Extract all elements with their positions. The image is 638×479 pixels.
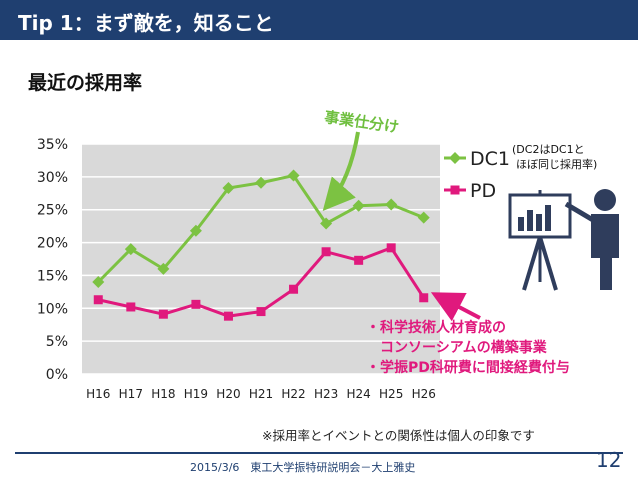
data-point-dc1 xyxy=(189,224,202,237)
header-bar: Tip 1：まず敵を，知ること xyxy=(0,0,638,40)
data-point-dc1 xyxy=(157,262,170,275)
data-point-pd xyxy=(191,299,201,309)
legend-note-line-1: (DC2はDC1と xyxy=(512,143,585,156)
x-tick-label: H19 xyxy=(184,387,208,401)
data-point-pd xyxy=(419,293,429,303)
legend-note: (DC2はDC1と ほぼ同じ採用率) xyxy=(512,142,597,172)
annotation-arrow-green xyxy=(322,131,360,212)
annotation-event-1: ・科学技術人材育成の xyxy=(366,320,506,336)
data-point-pd xyxy=(223,311,233,321)
slide-title: Tip 1：まず敵を，知ること xyxy=(18,11,274,35)
annotation-arrow-pink xyxy=(430,292,481,322)
data-point-dc1 xyxy=(255,176,267,189)
y-tick-label: 10% xyxy=(37,301,68,317)
legend-marker xyxy=(449,152,461,164)
page-number: 12 xyxy=(596,448,622,472)
annotation-event-3: ・学振PD科研費に間接経費付与 xyxy=(366,360,570,376)
y-tick-label: 0% xyxy=(46,367,68,383)
y-tick-label: 5% xyxy=(46,334,68,350)
data-point-pd xyxy=(321,247,331,257)
legend-marker xyxy=(450,185,460,195)
presenter-icon xyxy=(508,189,619,291)
x-axis-ticks: H16 H17 H18 H19 H20 H21 H22 H23 H24 H25 H26 xyxy=(86,387,436,401)
x-tick-label: H24 xyxy=(346,387,370,401)
data-point-pd xyxy=(386,243,396,253)
x-tick-label: H21 xyxy=(249,387,273,401)
y-tick-label: 25% xyxy=(37,203,68,219)
x-tick-label: H26 xyxy=(412,387,436,401)
series-group xyxy=(92,169,430,321)
annotation-event-2: コンソーシアムの構築事業 xyxy=(366,340,547,356)
y-tick-label: 15% xyxy=(37,268,68,284)
data-point-pd xyxy=(289,284,299,294)
y-tick-label: 20% xyxy=(37,236,68,252)
footnote: ※採用率とイベントとの関係性は個人の印象です xyxy=(262,428,535,443)
data-point-dc1 xyxy=(222,182,235,195)
data-point-pd xyxy=(93,295,103,305)
x-tick-label: H16 xyxy=(86,387,110,401)
legend-label-pd: PD xyxy=(470,180,496,202)
y-tick-label: 30% xyxy=(37,170,68,186)
y-axis-ticks: 0% 5% 10% 15% 20% 25% 30% 35% xyxy=(37,137,68,383)
data-point-dc1 xyxy=(417,211,430,224)
legend-label-dc1: DC1 xyxy=(470,148,510,170)
annotation-events: ・科学技術人材育成の コンソーシアムの構築事業 ・学振PD科研費に間接経費付与 xyxy=(366,318,570,378)
footer-divider xyxy=(15,452,623,454)
data-point-pd xyxy=(354,255,364,265)
legend: DC1 PD xyxy=(444,148,510,202)
data-point-dc1 xyxy=(287,169,300,182)
x-tick-label: H20 xyxy=(216,387,240,401)
data-point-pd xyxy=(256,307,266,317)
chart-subtitle: 最近の採用率 xyxy=(28,72,143,94)
y-tick-label: 35% xyxy=(37,137,68,153)
data-point-pd xyxy=(126,302,136,312)
legend-note-line-2: ほぼ同じ採用率) xyxy=(516,158,598,171)
footer-text: 2015/3/6 東工大学振特研説明会－大上雅史 xyxy=(190,461,416,474)
data-point-dc1 xyxy=(124,243,137,256)
x-tick-label: H22 xyxy=(281,387,305,401)
data-point-dc1 xyxy=(385,198,398,211)
x-tick-label: H17 xyxy=(119,387,143,401)
x-tick-label: H25 xyxy=(379,387,403,401)
data-point-dc1 xyxy=(92,276,105,288)
x-tick-label: H18 xyxy=(151,387,175,401)
data-point-pd xyxy=(158,309,168,319)
x-tick-label: H23 xyxy=(314,387,338,401)
data-point-dc1 xyxy=(320,217,333,230)
